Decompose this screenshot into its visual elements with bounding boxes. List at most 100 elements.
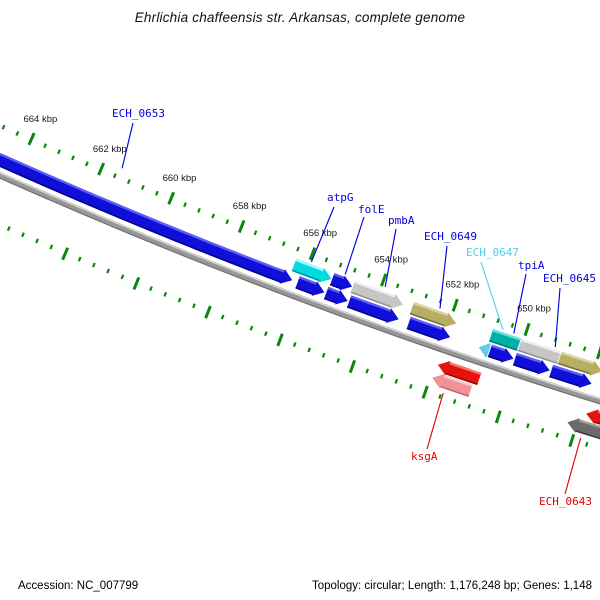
minor-tick-inner-656.8 [249, 325, 254, 331]
backbone-shadow-edge [0, 177, 600, 405]
minor-tick-inner-660.4 [120, 274, 125, 280]
minor-tick-outer-655.6 [324, 257, 329, 263]
minor-tick-inner-648.8 [540, 427, 545, 433]
minor-tick-outer-653.2 [410, 288, 414, 294]
minor-tick-outer-659.2 [197, 207, 201, 213]
minor-tick-inner-659.6 [149, 286, 153, 292]
minor-tick-inner-663.6 [6, 226, 11, 232]
accession-text: Accession: NC_007799 [18, 580, 139, 592]
gene-arrow-highlight-tpiA [520, 338, 562, 354]
gene-arrow-highlight-cds-b4 [410, 316, 443, 330]
gene-arrow-shadow-cds-c2 [594, 421, 600, 425]
gene-arrow-highlight-ksgA [443, 375, 473, 387]
minor-tick-inner-650.4 [482, 408, 486, 414]
minor-tick-inner-651.2 [452, 398, 457, 404]
gene-arrow-highlight-cds-b7 [552, 364, 584, 377]
kbp-label-652: 652 kbp [445, 279, 479, 290]
minor-tick-inner-647.6 [584, 441, 589, 447]
leader-line-ECH_0649 [439, 245, 448, 309]
major-tick-inner-648 [568, 433, 576, 448]
gene-label-ECH_0645: ECH_0645 [543, 272, 596, 285]
map-title: Ehrlichia chaffeensis str. Arkansas, com… [134, 10, 466, 25]
gene-label-atpG: atpG [327, 191, 354, 204]
major-tick-inner-656 [276, 333, 284, 347]
minor-tick-inner-655.6 [292, 342, 297, 348]
minor-tick-inner-652.4 [409, 383, 413, 389]
leader-line-tpiA [513, 273, 527, 334]
minor-tick-outer-650.4 [510, 322, 515, 328]
major-tick-outer-654 [380, 273, 388, 287]
major-tick-outer-662 [97, 162, 106, 176]
gene-arrow-cds-b6 [512, 353, 550, 375]
minor-tick-outer-648.8 [568, 341, 572, 347]
gene-arrow-shadow-ksgA [440, 385, 469, 397]
gene-label-ECH_0653: ECH_0653 [112, 107, 165, 120]
minor-tick-inner-662.8 [35, 238, 39, 244]
major-tick-inner-660 [132, 276, 141, 291]
gene-arrow-cds-b7 [549, 364, 592, 388]
gene-arrow-highlight-cds-c1 [449, 362, 482, 375]
kbp-label-660: 660 kbp [163, 173, 197, 184]
gene-arrow-shadow-ECH_0653 [0, 165, 281, 283]
major-tick-outer-652 [451, 298, 459, 312]
minor-tick-outer-664.8 [1, 124, 6, 130]
gene-arrow-shadow-cds-b6 [512, 363, 539, 374]
leader-line-ECH_0645 [554, 287, 561, 348]
gene-label-ECH_0647: ECH_0647 [466, 246, 519, 259]
minor-tick-outer-658.8 [211, 213, 215, 219]
major-tick-inner-658 [204, 305, 212, 319]
minor-tick-outer-657.2 [267, 235, 272, 241]
minor-tick-outer-664.4 [15, 130, 20, 136]
minor-tick-inner-655.2 [307, 347, 312, 353]
minor-tick-inner-662.4 [49, 244, 54, 250]
gene-arrow-shadow-tpiA [517, 349, 558, 364]
major-tick-outer-656 [308, 247, 317, 261]
major-tick-outer-660 [167, 191, 176, 205]
minor-tick-inner-661.6 [77, 256, 82, 262]
gene-arrow-shadow-ECH_0643 [575, 430, 600, 440]
gene-arrow-folE [329, 273, 353, 291]
gene-arrow-shadow-pmbA [350, 291, 392, 308]
gene-arrow-highlight-ECH_0645 [561, 351, 594, 365]
gene-arrow-shadow-cds-c1 [445, 372, 478, 386]
kbp-label-656: 656 kbp [303, 228, 337, 239]
minor-tick-outer-654.4 [367, 273, 371, 279]
minor-tick-outer-659.6 [183, 202, 187, 208]
major-tick-inner-652 [421, 385, 429, 399]
leader-line-folE [344, 216, 365, 275]
gene-arrow-highlight-pmbA [354, 280, 396, 298]
minor-tick-outer-663.2 [57, 149, 61, 155]
kbp-label-664: 664 kbp [23, 114, 57, 125]
gene-arrow-highlight-ECH_0649 [413, 302, 449, 317]
gene-arrow-shadow-ECH_0647 [489, 340, 518, 351]
minor-tick-inner-653.6 [365, 368, 369, 374]
major-tick-inner-650 [494, 410, 502, 424]
gene-label-ECH_0643: ECH_0643 [539, 495, 592, 508]
minor-tick-outer-653.6 [395, 283, 400, 289]
minor-tick-outer-660.4 [154, 190, 159, 196]
genome-summary-text: Topology: circular; Length: 1,176,248 bp… [311, 580, 592, 592]
minor-tick-inner-658.4 [192, 303, 196, 309]
kbp-label-658: 658 kbp [233, 201, 267, 212]
gene-arrow-pmbA [350, 280, 403, 309]
gene-arrow-shadow-ECH_0645 [557, 362, 591, 375]
major-tick-inner-654 [348, 359, 357, 374]
gene-arrow-highlight-cds-b2 [327, 287, 340, 294]
minor-tick-inner-658.8 [177, 297, 182, 303]
minor-tick-outer-651.6 [467, 308, 472, 314]
gene-label-ksgA: ksgA [411, 450, 438, 463]
kbp-label-654: 654 kbp [374, 254, 408, 265]
major-tick-outer-658 [237, 219, 246, 234]
gene-label-ECH_0649: ECH_0649 [424, 230, 477, 243]
minor-tick-inner-661.2 [92, 262, 96, 268]
backbone-arc [0, 171, 600, 405]
leader-line-ksgA [426, 392, 444, 450]
minor-tick-outer-658.4 [225, 219, 230, 225]
leader-line-ECH_0653 [121, 122, 134, 169]
gene-arrow-ECH_0645 [557, 351, 600, 376]
gene-label-tpiA: tpiA [518, 259, 545, 272]
gene-arrow-ksgA [432, 373, 473, 397]
minor-tick-inner-652.8 [394, 378, 399, 384]
minor-tick-inner-659.2 [163, 291, 168, 297]
